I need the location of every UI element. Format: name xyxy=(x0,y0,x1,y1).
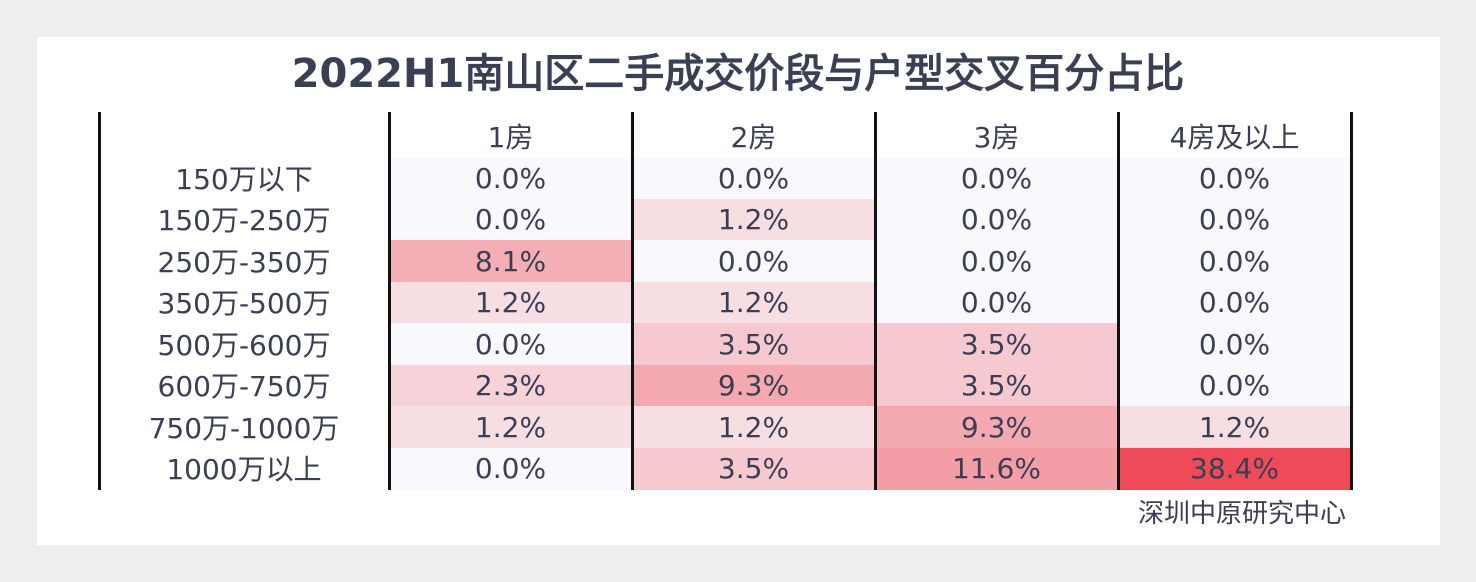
cell: 0.0% xyxy=(1118,281,1351,324)
cell: 1.2% xyxy=(632,406,875,448)
row-label: 150万-250万 xyxy=(157,204,331,238)
cell: 1.2% xyxy=(632,198,875,241)
source: 深圳中原研究中心 xyxy=(1137,499,1346,529)
cell: 0.0% xyxy=(875,157,1118,199)
cell: 38.4% xyxy=(1118,447,1351,490)
cell: 11.6% xyxy=(875,447,1118,490)
column-header: 2房 xyxy=(730,121,777,154)
cell: 3.5% xyxy=(875,364,1118,407)
row-label: 750万-1000万 xyxy=(148,411,340,445)
cell: 1.2% xyxy=(1118,406,1351,448)
cell: 1.2% xyxy=(389,406,632,448)
cell: 0.0% xyxy=(632,157,875,199)
cell: 8.1% xyxy=(389,240,632,282)
title: 2022H1南山区二手成交价段与户型交叉百分占比 xyxy=(291,51,1185,97)
cell: 3.5% xyxy=(875,323,1118,365)
cell: 0.0% xyxy=(875,198,1118,241)
cell: 9.3% xyxy=(875,406,1118,448)
column-divider xyxy=(631,112,634,490)
cell: 0.0% xyxy=(389,323,632,365)
cell: 0.0% xyxy=(1118,323,1351,365)
cell: 0.0% xyxy=(389,198,632,241)
column-divider xyxy=(874,112,877,490)
column-divider xyxy=(1350,112,1353,490)
column-divider xyxy=(1117,112,1120,490)
cell: 0.0% xyxy=(1118,364,1351,407)
cell: 3.5% xyxy=(632,323,875,365)
cell: 0.0% xyxy=(389,447,632,490)
cell: 0.0% xyxy=(1118,157,1351,199)
cell: 0.0% xyxy=(875,240,1118,282)
column-divider xyxy=(388,112,391,490)
row-label: 250万-350万 xyxy=(157,245,331,279)
cell: 1.2% xyxy=(389,281,632,324)
cell: 0.0% xyxy=(389,157,632,199)
cell: 3.5% xyxy=(632,447,875,490)
column-header: 3房 xyxy=(973,121,1020,154)
cell: 2.3% xyxy=(389,364,632,407)
row-label: 1000万以上 xyxy=(166,453,322,487)
cell: 0.0% xyxy=(632,240,875,282)
cell: 1.2% xyxy=(632,281,875,324)
cell: 0.0% xyxy=(1118,198,1351,241)
column-header: 4房及以上 xyxy=(1169,121,1300,154)
column-divider xyxy=(98,112,101,490)
row-label: 150万以下 xyxy=(175,162,313,196)
column-header: 1房 xyxy=(487,121,534,154)
cell: 9.3% xyxy=(632,364,875,407)
row-label: 500万-600万 xyxy=(157,328,331,362)
cell: 0.0% xyxy=(1118,240,1351,282)
cell: 0.0% xyxy=(875,281,1118,324)
row-label: 350万-500万 xyxy=(157,287,331,321)
row-label: 600万-750万 xyxy=(157,370,331,404)
